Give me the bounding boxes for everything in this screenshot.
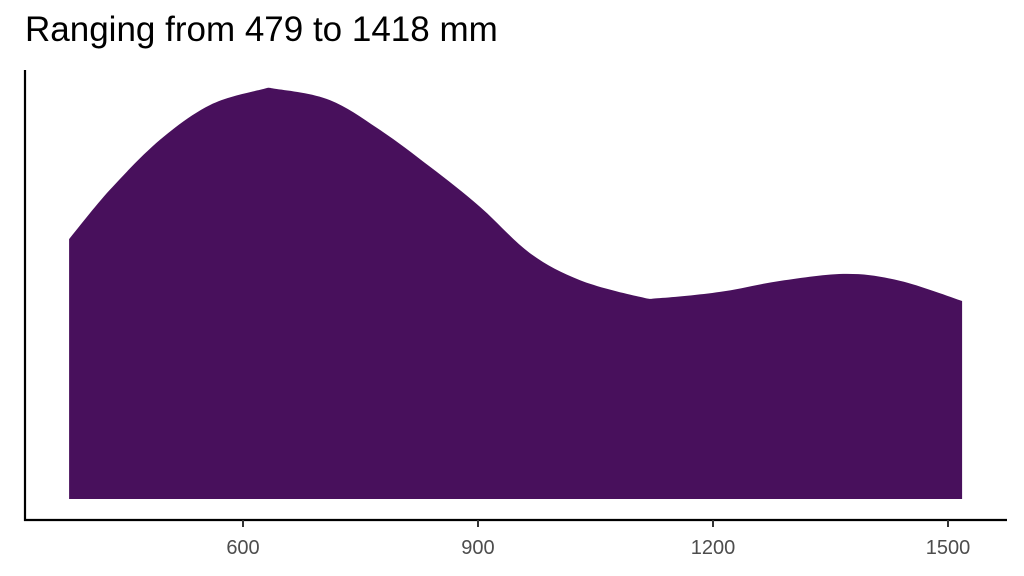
x-tick-label: 1200 xyxy=(691,537,736,559)
x-axis-ticks: 600 900 1200 1500 xyxy=(226,520,970,559)
density-area xyxy=(69,87,963,500)
x-tick-label: 600 xyxy=(226,537,259,559)
x-tick-label: 900 xyxy=(461,537,494,559)
chart-title: Ranging from 479 to 1418 mm xyxy=(25,10,498,49)
x-tick-label: 1500 xyxy=(926,537,971,559)
